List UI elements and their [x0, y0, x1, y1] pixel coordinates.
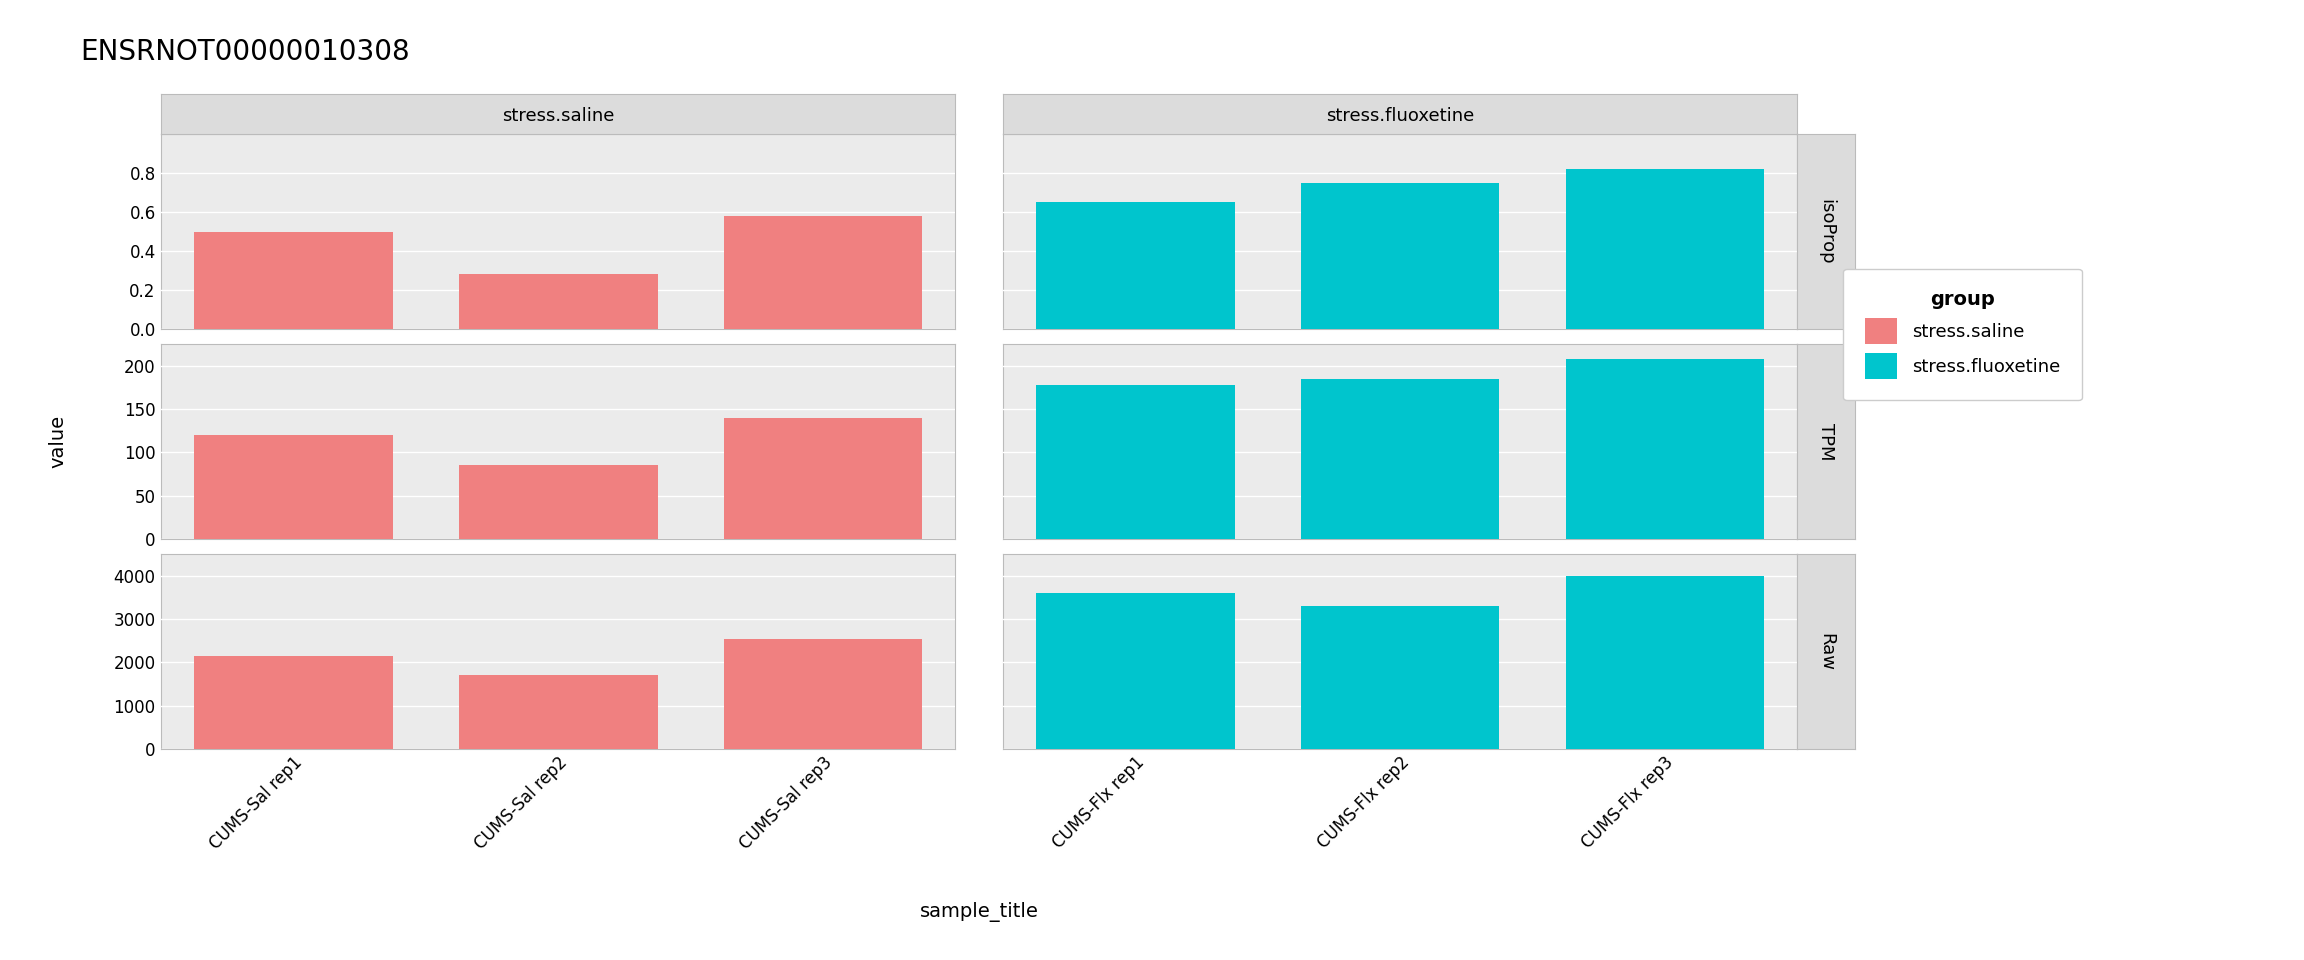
Bar: [723, 638, 922, 749]
Text: Raw: Raw: [1818, 633, 1834, 671]
Bar: [458, 675, 657, 749]
Text: stress.saline: stress.saline: [502, 108, 615, 125]
Text: stress.fluoxetine: stress.fluoxetine: [1325, 108, 1475, 125]
Text: ENSRNOT00000010308: ENSRNOT00000010308: [81, 38, 410, 66]
Text: TPM: TPM: [1818, 422, 1834, 461]
Legend: stress.saline, stress.fluoxetine: stress.saline, stress.fluoxetine: [1843, 269, 2083, 400]
Text: value: value: [48, 415, 67, 468]
Bar: [1037, 593, 1235, 749]
Bar: [458, 275, 657, 329]
Bar: [1302, 183, 1500, 329]
Bar: [1302, 379, 1500, 539]
Bar: [194, 435, 394, 539]
Text: isoProp: isoProp: [1818, 199, 1834, 264]
Bar: [458, 466, 657, 539]
Bar: [1302, 606, 1500, 749]
Bar: [194, 656, 394, 749]
Bar: [723, 418, 922, 539]
Bar: [194, 231, 394, 329]
Text: sample_title: sample_title: [919, 901, 1039, 922]
Bar: [723, 216, 922, 329]
Bar: [1564, 576, 1765, 749]
Bar: [1037, 203, 1235, 329]
Bar: [1564, 169, 1765, 329]
Bar: [1037, 385, 1235, 539]
Bar: [1564, 359, 1765, 539]
